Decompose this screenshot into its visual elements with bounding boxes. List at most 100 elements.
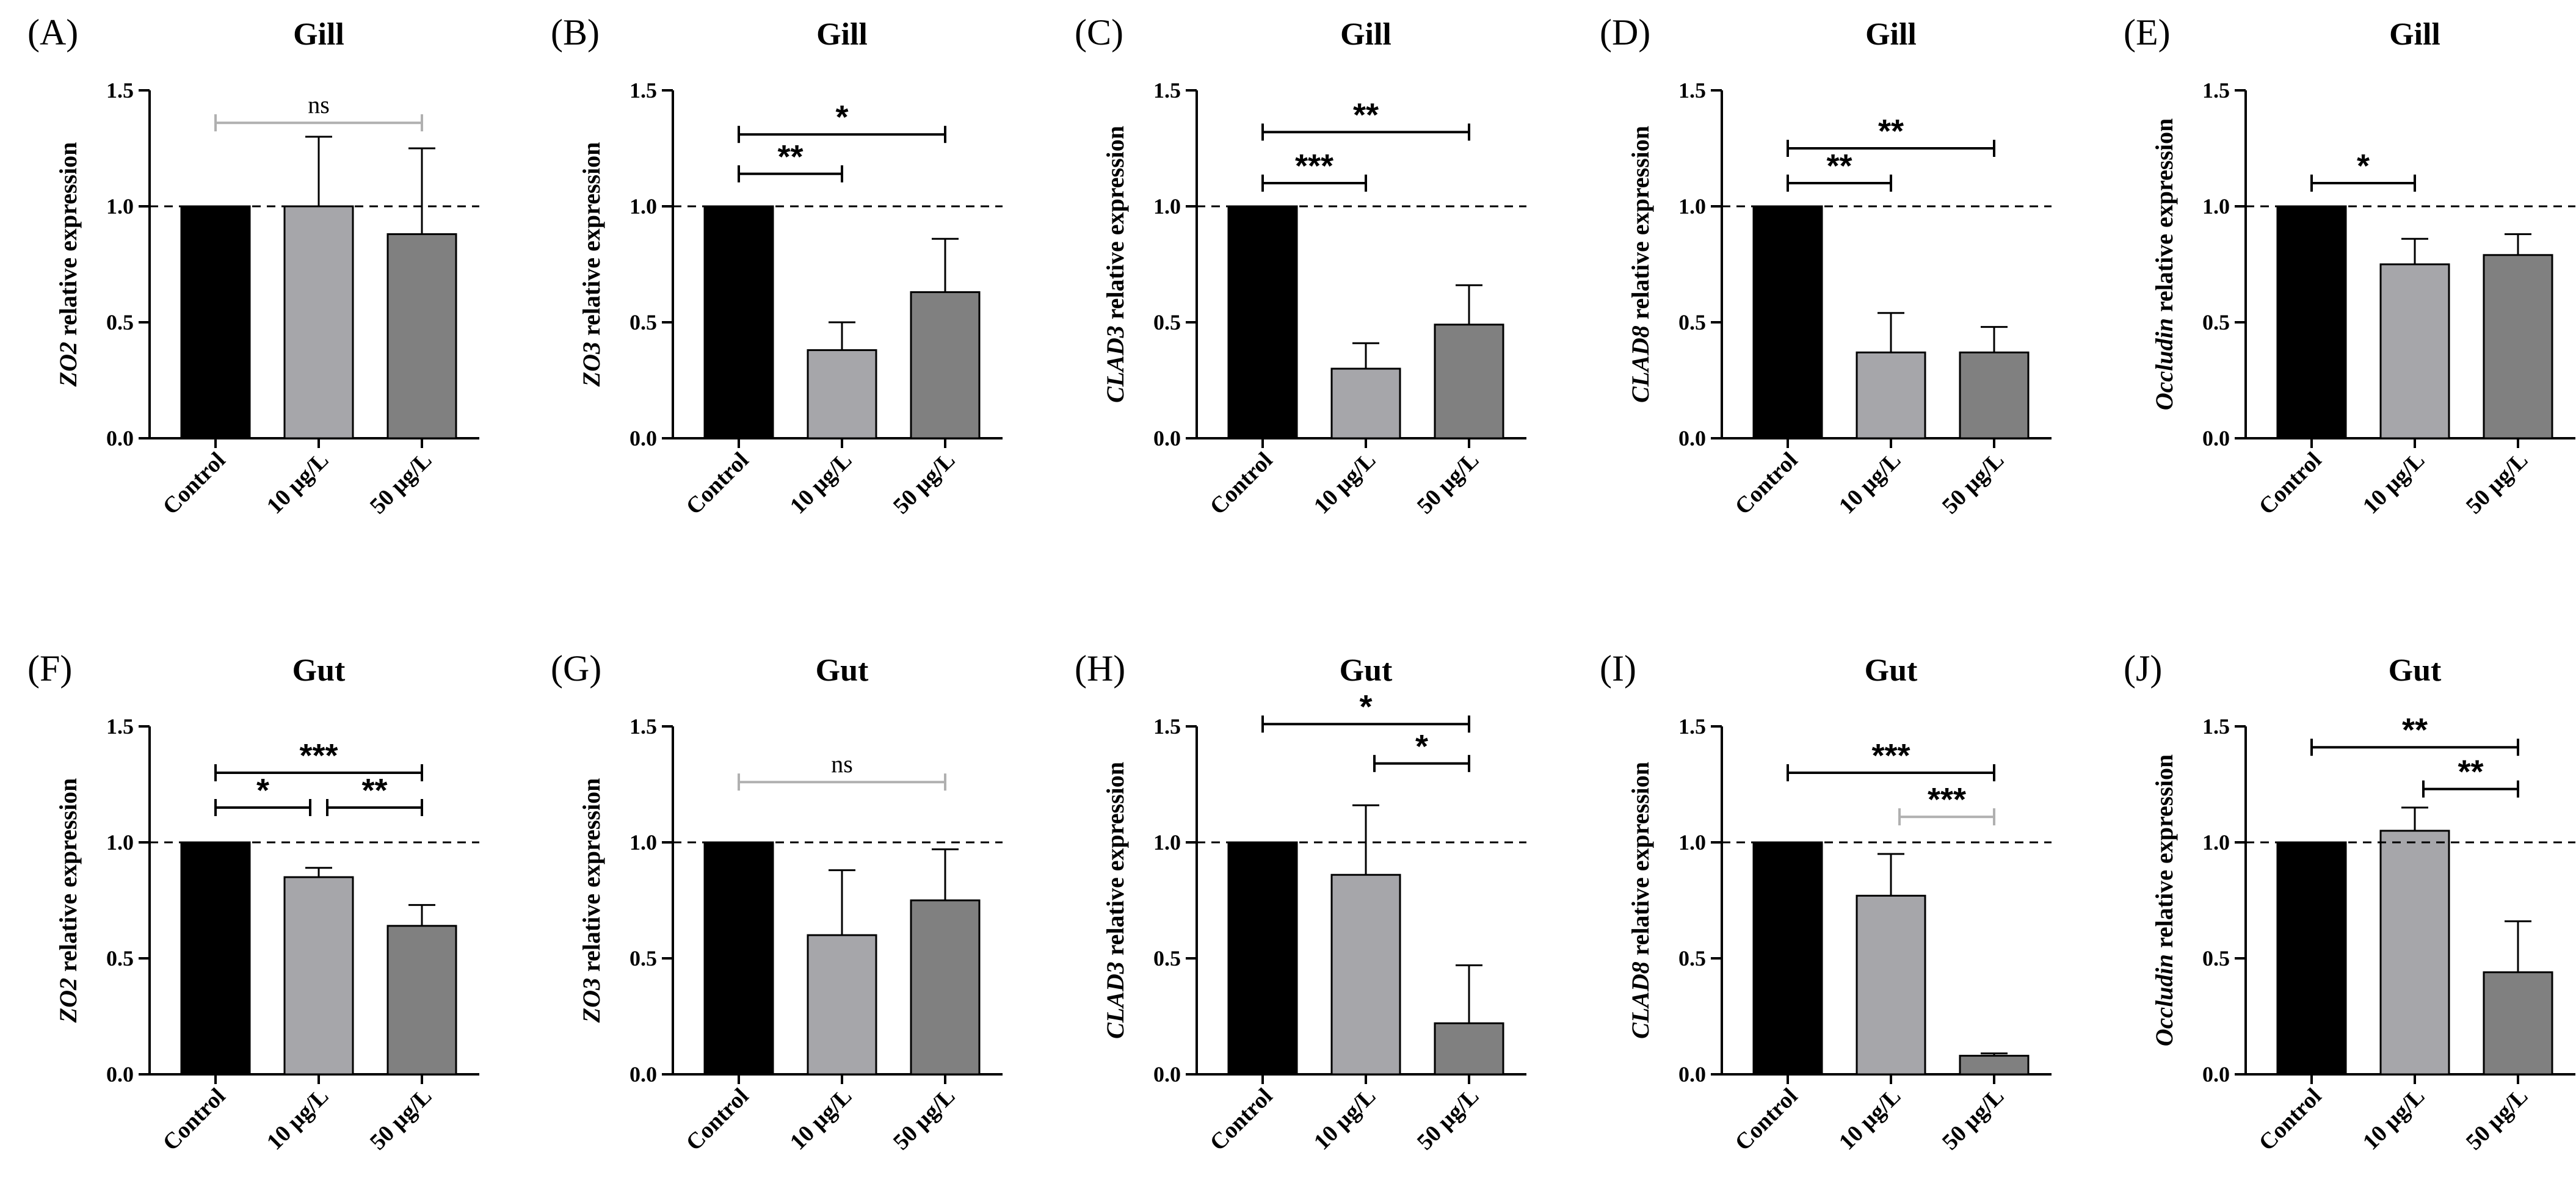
panel-i: (I) Gut CLAD8 relative expression 0.0 0.5 1.0… xyxy=(1600,648,2052,1155)
y-tick-label: 0.0 xyxy=(1678,426,1706,450)
panel-title: Gill xyxy=(1865,17,1917,52)
x-tick-label: 50 µg/L xyxy=(365,1083,437,1155)
panel-title: Gut xyxy=(1340,653,1393,688)
y-tick-label: 0.5 xyxy=(1678,310,1706,335)
y-tick-label: 0.5 xyxy=(1678,946,1706,971)
x-tick-label: 10 µg/L xyxy=(785,1083,857,1155)
panel-letter: (G) xyxy=(551,648,601,689)
y-axis-label: ZO2 relative expression xyxy=(54,142,82,388)
bar-1 xyxy=(283,876,354,1076)
y-tick-label: 0.5 xyxy=(106,946,134,971)
bar-0 xyxy=(1752,841,1823,1076)
panel-title: Gut xyxy=(2389,653,2442,688)
y-tick-label: 0.0 xyxy=(629,1062,657,1087)
y-tick-label: 0.0 xyxy=(106,1062,134,1087)
bar-1 xyxy=(283,205,354,439)
panel-letter: (E) xyxy=(2124,12,2171,52)
x-tick-label: Control xyxy=(1205,1083,1278,1156)
panel-title: Gill xyxy=(293,17,344,52)
x-tick-label: Control xyxy=(2254,1083,2327,1156)
y-axis-gene: CLAD3 xyxy=(1101,325,1129,403)
y-axis-gene: ZO3 xyxy=(578,342,605,387)
y-tick-label: 1.5 xyxy=(629,714,657,739)
y-tick-label: 1.0 xyxy=(1153,830,1181,855)
panel-j: (J) Gut Occludin relative expression 0.0 0.5… xyxy=(2124,648,2575,1155)
y-axis-label: CLAD8 relative expression xyxy=(1627,126,1654,403)
y-tick-label: 1.5 xyxy=(1153,78,1181,103)
y-axis-label-rest: relative expression xyxy=(1627,762,1654,961)
sig-label: * xyxy=(2357,148,2370,184)
panel-a: (A) Gill ZO2 relative expression 0.0 0.5 1.0 1… xyxy=(27,12,479,519)
y-tick-label: 0.0 xyxy=(1678,1062,1706,1087)
y-axis-label: Occludin relative expression xyxy=(2150,118,2178,411)
y-axis-label-rest: relative expression xyxy=(578,142,605,342)
sig-label: ** xyxy=(2458,754,2483,790)
y-tick-label: 0.0 xyxy=(2202,426,2230,450)
x-tick-label: 10 µg/L xyxy=(1834,447,1906,519)
bar-2 xyxy=(386,233,457,439)
x-tick-label: 10 µg/L xyxy=(1309,1083,1381,1155)
panel-d: (D) Gill CLAD8 relative expression 0.0 0.5 1.… xyxy=(1600,12,2052,519)
panel-title: Gut xyxy=(292,653,346,688)
panel-letter: (I) xyxy=(1600,648,1636,689)
x-tick-label: Control xyxy=(158,447,231,520)
bar-2 xyxy=(2483,254,2553,439)
y-tick-label: 0.5 xyxy=(629,946,657,971)
sig-label: *** xyxy=(1295,148,1333,184)
y-axis-label: Occludin relative expression xyxy=(2150,754,2178,1047)
y-tick-label: 1.0 xyxy=(2202,830,2230,855)
x-tick-label: 10 µg/L xyxy=(2358,447,2430,519)
panel-c: (C) Gill CLAD3 relative expression 0.0 0.5 1.… xyxy=(1075,12,1526,519)
y-axis-label: CLAD3 relative expression xyxy=(1101,762,1129,1039)
y-tick-label: 0.0 xyxy=(1153,1062,1181,1087)
x-tick-label: 50 µg/L xyxy=(888,447,960,519)
bar-0 xyxy=(1752,205,1823,439)
y-tick-label: 0.5 xyxy=(1153,310,1181,335)
y-tick-label: 1.0 xyxy=(2202,194,2230,219)
sig-label: *** xyxy=(1871,737,1910,774)
x-tick-label: Control xyxy=(158,1083,231,1156)
bar-2 xyxy=(1434,1022,1504,1076)
panel-h: (H) Gut CLAD3 relative expression 0.0 0.5 1.0… xyxy=(1075,648,1526,1155)
y-axis-label: ZO2 relative expression xyxy=(54,778,82,1024)
sig-label: *** xyxy=(1928,781,1966,818)
bar-1 xyxy=(2379,263,2450,439)
x-tick-label: 50 µg/L xyxy=(1412,447,1484,519)
bar-0 xyxy=(180,205,251,439)
panel-f: (F) Gut ZO2 relative expression 0.0 0.5 1.0 1.… xyxy=(27,648,479,1155)
bar-2 xyxy=(1434,324,1504,439)
y-axis-label-rest: relative expression xyxy=(54,142,82,342)
x-tick-label: 10 µg/L xyxy=(262,447,334,519)
panel-letter: (D) xyxy=(1600,12,1650,52)
x-tick-label: 10 µg/L xyxy=(2358,1083,2430,1155)
bar-1 xyxy=(2379,830,2450,1076)
bar-1 xyxy=(1856,894,1926,1076)
panel-letter: (C) xyxy=(1075,12,1123,52)
bar-1 xyxy=(1330,367,1401,439)
y-axis-gene: CLAD3 xyxy=(1101,961,1129,1039)
sig-label: ns xyxy=(308,91,330,118)
bar-0 xyxy=(703,205,774,439)
y-tick-label: 1.5 xyxy=(1678,714,1706,739)
y-tick-label: 0.5 xyxy=(1153,946,1181,971)
y-tick-label: 0.0 xyxy=(106,426,134,450)
sig-label: * xyxy=(835,99,848,136)
y-axis-label-rest: relative expression xyxy=(1627,126,1654,325)
y-tick-label: 1.5 xyxy=(106,78,134,103)
y-axis-label: CLAD3 relative expression xyxy=(1101,126,1129,403)
y-tick-label: 1.5 xyxy=(106,714,134,739)
sig-label: * xyxy=(256,772,269,809)
panel-g: (G) Gut ZO3 relative expression 0.0 0.5 1.0 1.… xyxy=(551,648,1003,1155)
bar-0 xyxy=(2276,205,2347,439)
y-axis-label: ZO3 relative expression xyxy=(578,142,605,388)
y-tick-label: 0.5 xyxy=(2202,946,2230,971)
x-tick-label: 10 µg/L xyxy=(262,1083,334,1155)
x-tick-label: 50 µg/L xyxy=(2461,447,2533,519)
y-tick-label: 1.5 xyxy=(2202,714,2230,739)
panel-title: Gut xyxy=(1865,653,1918,688)
y-axis-label: ZO3 relative expression xyxy=(578,778,605,1024)
sig-label: ** xyxy=(1878,113,1904,150)
y-tick-label: 1.5 xyxy=(629,78,657,103)
x-tick-label: 50 µg/L xyxy=(1412,1083,1484,1155)
